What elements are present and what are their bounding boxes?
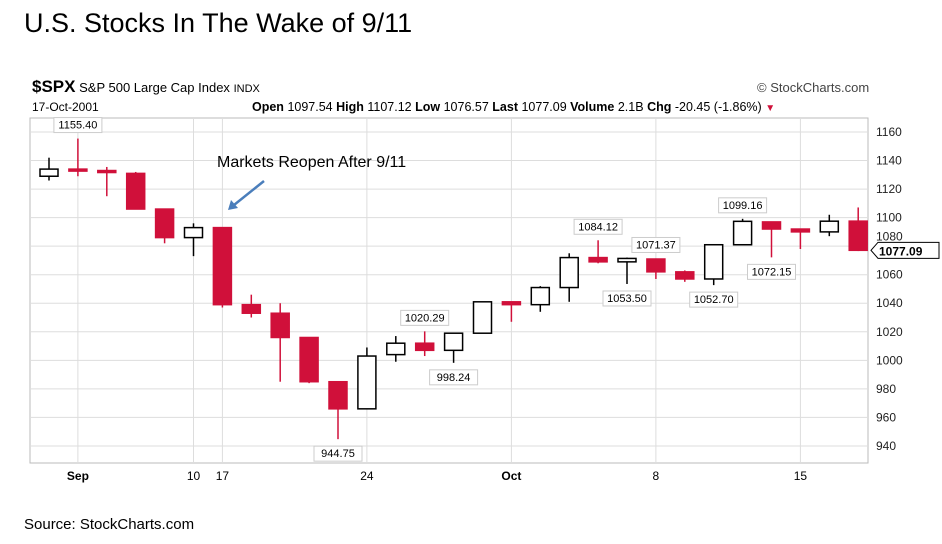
candle-down — [646, 258, 666, 273]
candle-down — [848, 220, 868, 252]
price-label: 1084.12 — [578, 221, 618, 233]
price-label: 1053.50 — [607, 293, 647, 305]
last-price-marker — [870, 241, 940, 259]
low-value: 1076.57 — [443, 100, 489, 114]
slide-title: U.S. Stocks In The Wake of 9/11 — [24, 8, 413, 38]
x-tick-label: 17 — [216, 469, 230, 483]
candle-up — [559, 256, 579, 289]
y-tick-label: 980 — [876, 382, 896, 396]
candle-down — [675, 271, 695, 280]
index-name: S&P 500 Large Cap Index — [79, 80, 230, 95]
brand: © StockCharts.com — [757, 80, 870, 95]
y-tick-label: 1040 — [876, 296, 903, 310]
candle-down — [270, 312, 290, 339]
open-label: Open — [252, 100, 284, 114]
symbol: $SPX — [32, 77, 76, 96]
price-label: 944.75 — [321, 448, 355, 460]
volume-value: 2.1B — [617, 100, 644, 114]
symbol-line: $SPX S&P 500 Large Cap Index INDX — [32, 77, 260, 99]
candle-down — [154, 208, 175, 239]
y-tick-label: 940 — [876, 439, 896, 453]
candle-up — [703, 243, 724, 280]
candle-up — [530, 286, 551, 306]
candle-up — [386, 342, 406, 356]
y-tick-label: 1060 — [876, 268, 903, 282]
x-tick-label: 15 — [794, 469, 808, 483]
price-label-box — [602, 290, 652, 307]
price-label-box — [400, 309, 450, 326]
price-label-box — [631, 236, 681, 253]
candle-down — [212, 226, 233, 306]
candle-down — [299, 336, 319, 383]
low-label: Low — [415, 100, 441, 114]
y-tick-label: 1140 — [876, 154, 902, 168]
candle-up — [357, 355, 377, 410]
last-price-label: 1077.09 — [879, 244, 923, 258]
price-label: 1155.40 — [58, 120, 97, 132]
y-tick-label: 1020 — [876, 325, 903, 339]
last-label: Last — [492, 100, 518, 114]
candle-down — [68, 168, 88, 172]
price-label: 998.24 — [437, 372, 471, 384]
price-label-box — [53, 117, 103, 134]
arrow-head-icon — [228, 200, 238, 210]
candle-up — [472, 301, 493, 334]
candle-down — [414, 342, 435, 352]
candle-down — [328, 380, 348, 410]
chg-label: Chg — [647, 100, 672, 114]
candle-up — [443, 332, 464, 352]
high-value: 1107.12 — [367, 100, 412, 114]
x-tick-label: 8 — [653, 469, 660, 483]
candle-down — [588, 256, 608, 263]
exchange: INDX — [233, 83, 260, 95]
open-value: 1097.54 — [287, 100, 333, 114]
price-label: 1020.29 — [405, 312, 445, 324]
candle-down — [790, 228, 811, 233]
candle-down — [761, 221, 782, 230]
volume-label: Volume — [570, 100, 615, 114]
annotation-arrow — [233, 180, 265, 206]
triangle-down-icon: ▼ — [765, 103, 776, 114]
candle-up — [732, 220, 753, 246]
chart-date: 17-Oct-2001 — [32, 100, 99, 114]
price-label-box — [718, 197, 768, 214]
candle-up — [819, 220, 840, 233]
x-tick-label: Oct — [501, 469, 521, 483]
candle-down — [501, 301, 522, 306]
candle-up — [617, 257, 637, 263]
annotation-text: Markets Reopen After 9/11 — [217, 154, 407, 171]
y-tick-label: 1160 — [876, 125, 902, 139]
price-label-box — [573, 218, 623, 235]
price-label: 1072.15 — [752, 266, 792, 278]
y-tick-label: 960 — [876, 410, 896, 424]
candle-down — [241, 303, 262, 314]
candle-down — [97, 169, 117, 174]
y-tick-label: 1080 — [876, 229, 903, 243]
plot-area — [29, 117, 869, 464]
last-value: 1077.09 — [521, 100, 567, 114]
price-label: 1052.70 — [694, 294, 734, 306]
y-tick-label: 1120 — [876, 182, 902, 196]
price-label-box — [747, 263, 796, 280]
y-tick-label: 1100 — [876, 211, 902, 225]
x-tick-label: 10 — [187, 469, 201, 483]
ohlc-line: Open 1097.54 High 1107.12 Low 1076.57 La… — [252, 100, 775, 116]
price-label-box — [313, 445, 363, 462]
candle-up — [39, 168, 59, 177]
price-label: 1071.37 — [636, 239, 676, 251]
x-tick-label: Sep — [67, 469, 89, 483]
chg-value: -20.45 (-1.86%) — [674, 100, 762, 114]
candle-up — [183, 226, 204, 239]
x-tick-label: 24 — [360, 469, 374, 483]
price-label: 1099.16 — [723, 200, 763, 212]
candle-down — [125, 172, 146, 210]
price-label-box — [689, 291, 739, 308]
high-label: High — [336, 100, 364, 114]
source-note: Source: StockCharts.com — [24, 516, 195, 533]
price-label-box — [429, 369, 479, 386]
y-tick-label: 1000 — [876, 353, 903, 367]
